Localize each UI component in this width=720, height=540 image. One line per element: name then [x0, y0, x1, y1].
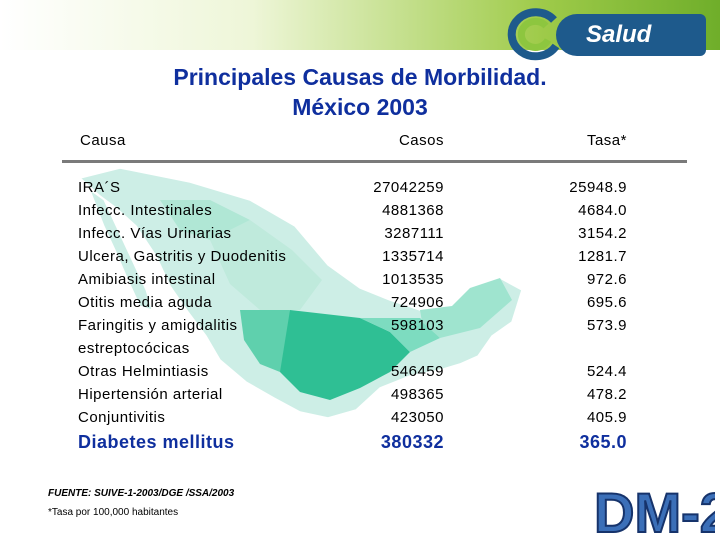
table-row: Otras Helmintiasis 546459 524.4: [0, 360, 720, 383]
cases-cell: 380332: [380, 432, 444, 452]
rate-cell: 695.6: [586, 294, 627, 311]
dm2-logo-text: DM-2: [594, 481, 715, 538]
mexico-map-illustration: [78, 167, 523, 419]
morbidity-table: IRA´S 27042259 25948.9 Infecc. Intestinale…: [0, 176, 720, 457]
cases-cell: 3287111: [384, 225, 444, 242]
swirl-logo-icon: [507, 8, 560, 61]
cases-cell: 423050: [390, 409, 444, 426]
cases-cell: 1335714: [382, 248, 444, 265]
brand-logo: Salud: [556, 14, 706, 56]
table-row: Faringitis y amigdalitis 598103 573.9: [0, 314, 720, 337]
rate-cell: 1281.7: [578, 248, 627, 265]
highlight-row: Diabetes mellitus 380332 365.0: [0, 429, 720, 457]
table-row: Otitis media aguda 724906 695.6: [0, 291, 720, 314]
cases-cell: 1013535: [382, 271, 444, 288]
rate-cell: 25948.9: [569, 179, 627, 196]
cases-cell: 27042259: [373, 179, 444, 196]
brand-name: Salud: [586, 21, 652, 48]
cases-cell: 724906: [390, 294, 444, 311]
page-title: Principales Causas de Morbilidad. México…: [100, 62, 620, 122]
source-note: FUENTE: SUIVE-1-2003/DGE /SSA/2003: [48, 488, 235, 499]
column-header-cause: Causa: [80, 132, 126, 149]
cause-cell: Otras Helmintiasis: [78, 363, 209, 380]
title-line-1: Principales Causas de Morbilidad.: [173, 64, 547, 90]
table-row: Hipertensión arterial 498365 478.2: [0, 383, 720, 406]
cause-cell: Faringitis y amigdalitis: [78, 317, 238, 334]
cause-cell: Diabetes mellitus: [78, 432, 235, 452]
rate-cell: 972.6: [586, 271, 627, 288]
table-row: Infecc. Intestinales 4881368 4684.0: [0, 199, 720, 222]
column-header-rate: Tasa*: [586, 132, 627, 149]
cause-cell: Hipertensión arterial: [78, 386, 223, 403]
rate-cell: 3154.2: [578, 225, 627, 242]
cases-cell: 498365: [390, 386, 444, 403]
rate-cell: 4684.0: [578, 202, 627, 219]
cause-cell: IRA´S: [78, 179, 121, 196]
rate-footnote: *Tasa por 100,000 habitantes: [48, 507, 179, 518]
table-row: Infecc. Vías Urinarias 3287111 3154.2: [0, 222, 720, 245]
rate-cell: 478.2: [586, 386, 627, 403]
table-row: Conjuntivitis 423050 405.9: [0, 406, 720, 429]
table-row: Ulcera, Gastritis y Duodenitis 1335714 128…: [0, 245, 720, 268]
cause-cell: estreptocócicas: [78, 340, 190, 357]
cases-cell: 4881368: [382, 202, 444, 219]
cause-cell: Ulcera, Gastritis y Duodenitis: [78, 248, 287, 265]
table-row: IRA´S 27042259 25948.9: [0, 176, 720, 199]
cases-cell: 546459: [390, 363, 444, 380]
title-line-2: México 2003: [292, 94, 428, 120]
dm2-logo: DM-2: [593, 480, 715, 538]
cause-cell: Otitis media aguda: [78, 294, 213, 311]
table-row: estreptocócicas: [0, 337, 720, 360]
cases-cell: 598103: [390, 317, 444, 334]
column-header-cases: Casos: [398, 132, 444, 149]
table-row: Amibiasis intestinal 1013535 972.6: [0, 268, 720, 291]
cause-cell: Amibiasis intestinal: [78, 271, 216, 288]
rate-cell: 365.0: [579, 432, 627, 452]
rate-cell: 405.9: [586, 409, 627, 426]
rate-cell: 573.9: [586, 317, 627, 334]
cause-cell: Infecc. Intestinales: [78, 202, 213, 219]
header-divider: [62, 160, 687, 163]
rate-cell: 524.4: [586, 363, 627, 380]
cause-cell: Conjuntivitis: [78, 409, 166, 426]
cause-cell: Infecc. Vías Urinarias: [78, 225, 232, 242]
